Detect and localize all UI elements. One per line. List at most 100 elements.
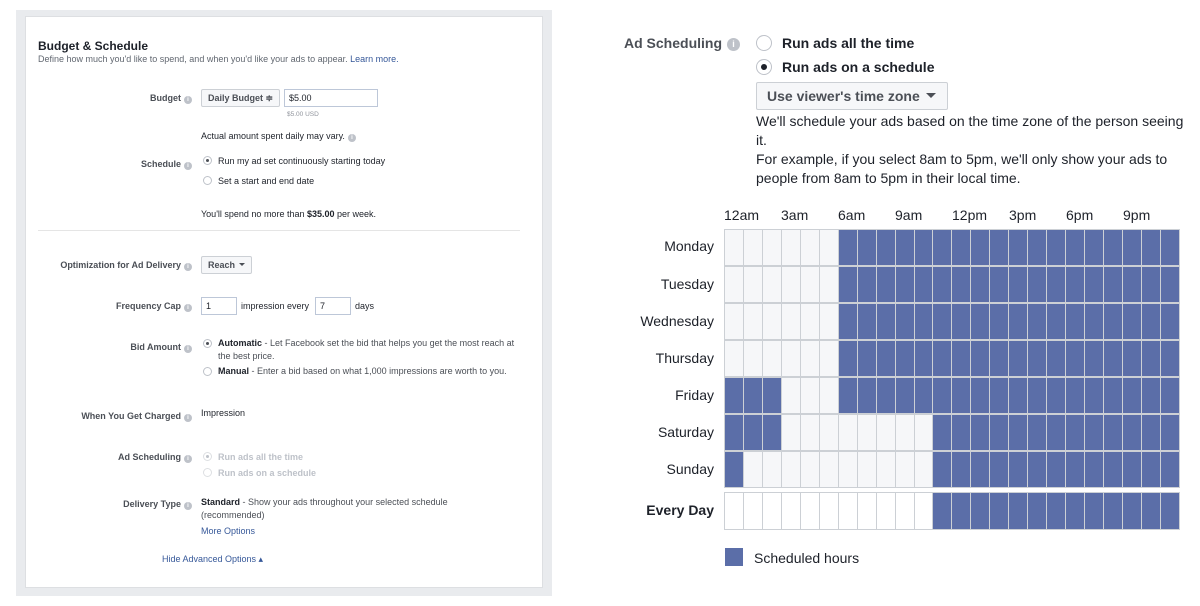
- schedule-cell-on[interactable]: [857, 378, 876, 413]
- info-icon[interactable]: i: [347, 134, 356, 142]
- schedule-cell-on[interactable]: [914, 304, 933, 339]
- info-icon[interactable]: i: [184, 263, 192, 271]
- schedule-cell-on[interactable]: [1123, 415, 1141, 450]
- schedule-cell-off[interactable]: [762, 493, 781, 529]
- schedule-cell-on[interactable]: [1104, 452, 1123, 487]
- schedule-cell-on[interactable]: [1123, 267, 1141, 302]
- schedule-cell-on[interactable]: [1028, 341, 1047, 376]
- schedule-cell-off[interactable]: [800, 415, 819, 450]
- schedule-cell-on[interactable]: [1141, 452, 1160, 487]
- schedule-cell-on[interactable]: [971, 493, 990, 529]
- schedule-cell-off[interactable]: [895, 493, 914, 529]
- schedule-cell-on[interactable]: [1066, 415, 1085, 450]
- schedule-cell-on[interactable]: [1028, 304, 1047, 339]
- schedule-cell-on[interactable]: [725, 378, 743, 413]
- schedule-cell-on[interactable]: [1028, 230, 1047, 265]
- schedule-cell-on[interactable]: [1123, 304, 1141, 339]
- schedule-cell-on[interactable]: [1047, 452, 1066, 487]
- schedule-cell-on[interactable]: [1141, 230, 1160, 265]
- schedule-cell-on[interactable]: [1104, 493, 1123, 529]
- schedule-cell-on[interactable]: [762, 378, 781, 413]
- schedule-cell-on[interactable]: [971, 378, 990, 413]
- schedule-cell-off[interactable]: [895, 452, 914, 487]
- schedule-cell-on[interactable]: [914, 267, 933, 302]
- schedule-cell-on[interactable]: [1123, 452, 1141, 487]
- schedule-cell-on[interactable]: [933, 230, 952, 265]
- schedule-cell-off[interactable]: [819, 415, 838, 450]
- schedule-cell-on[interactable]: [1123, 341, 1141, 376]
- schedule-cell-on[interactable]: [971, 230, 990, 265]
- radio-selected-icon[interactable]: [203, 156, 212, 165]
- schedule-cell-off[interactable]: [743, 304, 762, 339]
- schedule-cell-on[interactable]: [1123, 230, 1141, 265]
- schedule-cell-off[interactable]: [819, 230, 838, 265]
- schedule-cell-off[interactable]: [781, 493, 800, 529]
- schedule-cell-on[interactable]: [1066, 230, 1085, 265]
- schedule-cell-on[interactable]: [857, 230, 876, 265]
- schedule-cell-on[interactable]: [914, 378, 933, 413]
- schedule-cell-on[interactable]: [1066, 267, 1085, 302]
- schedule-cell-on[interactable]: [1160, 230, 1179, 265]
- schedule-cell-on[interactable]: [838, 267, 857, 302]
- bid-option-automatic[interactable]: Automatic - Let Facebook set the bid tha…: [203, 337, 528, 363]
- schedule-cell-on[interactable]: [933, 493, 952, 529]
- schedule-cell-on[interactable]: [933, 341, 952, 376]
- schedule-cell-on[interactable]: [1085, 304, 1104, 339]
- timezone-select-button[interactable]: Use viewer's time zone: [756, 82, 948, 110]
- schedule-cell-on[interactable]: [971, 304, 990, 339]
- schedule-cell-on[interactable]: [876, 304, 895, 339]
- schedule-cell-on[interactable]: [1104, 415, 1123, 450]
- schedule-cell-on[interactable]: [914, 341, 933, 376]
- schedule-cell-off[interactable]: [838, 493, 857, 529]
- schedule-cell-off[interactable]: [781, 230, 800, 265]
- hide-advanced-options-link[interactable]: Hide Advanced Options ▴: [162, 554, 264, 564]
- schedule-cell-off[interactable]: [762, 267, 781, 302]
- budget-amount-input[interactable]: $5.00: [284, 89, 378, 107]
- schedule-cell-off[interactable]: [762, 341, 781, 376]
- schedule-cell-off[interactable]: [819, 341, 838, 376]
- schedule-cell-off[interactable]: [800, 304, 819, 339]
- schedule-cell-on[interactable]: [1104, 230, 1123, 265]
- schedule-cell-on[interactable]: [990, 304, 1009, 339]
- schedule-cell-on[interactable]: [895, 230, 914, 265]
- schedule-cell-off[interactable]: [857, 415, 876, 450]
- schedule-cell-on[interactable]: [1123, 493, 1141, 529]
- schedule-cell-off[interactable]: [781, 415, 800, 450]
- schedule-cell-on[interactable]: [933, 267, 952, 302]
- schedule-row-monday[interactable]: [724, 229, 1180, 266]
- schedule-cell-on[interactable]: [725, 415, 743, 450]
- schedule-cell-on[interactable]: [895, 304, 914, 339]
- schedule-cell-on[interactable]: [1047, 493, 1066, 529]
- schedule-cell-on[interactable]: [1160, 304, 1179, 339]
- schedule-cell-on[interactable]: [838, 378, 857, 413]
- schedule-row-saturday[interactable]: [724, 414, 1180, 451]
- schedule-cell-on[interactable]: [857, 341, 876, 376]
- budget-type-select[interactable]: Daily Budget ≑: [201, 89, 281, 107]
- schedule-cell-on[interactable]: [743, 378, 762, 413]
- schedule-cell-off[interactable]: [781, 452, 800, 487]
- schedule-cell-off[interactable]: [800, 378, 819, 413]
- schedule-cell-on[interactable]: [1028, 267, 1047, 302]
- schedule-cell-on[interactable]: [1141, 304, 1160, 339]
- schedule-cell-off[interactable]: [876, 493, 895, 529]
- schedule-cell-off[interactable]: [914, 493, 933, 529]
- schedule-cell-off[interactable]: [838, 415, 857, 450]
- schedule-cell-on[interactable]: [990, 341, 1009, 376]
- schedule-cell-off[interactable]: [838, 452, 857, 487]
- schedule-cell-off[interactable]: [781, 267, 800, 302]
- option-run-all-time[interactable]: Run ads all the time: [782, 35, 915, 51]
- schedule-cell-on[interactable]: [876, 230, 895, 265]
- schedule-cell-off[interactable]: [819, 493, 838, 529]
- schedule-cell-on[interactable]: [1141, 341, 1160, 376]
- optimization-select[interactable]: Reach: [201, 256, 253, 274]
- schedule-row-every-day[interactable]: [724, 492, 1180, 530]
- schedule-cell-off[interactable]: [819, 304, 838, 339]
- info-icon[interactable]: i: [184, 96, 192, 104]
- schedule-cell-on[interactable]: [952, 230, 971, 265]
- radio-empty-icon[interactable]: [756, 35, 772, 51]
- schedule-row-thursday[interactable]: [724, 340, 1180, 377]
- info-icon[interactable]: i: [184, 304, 192, 312]
- schedule-cell-on[interactable]: [952, 452, 971, 487]
- schedule-cell-on[interactable]: [838, 304, 857, 339]
- schedule-cell-on[interactable]: [952, 493, 971, 529]
